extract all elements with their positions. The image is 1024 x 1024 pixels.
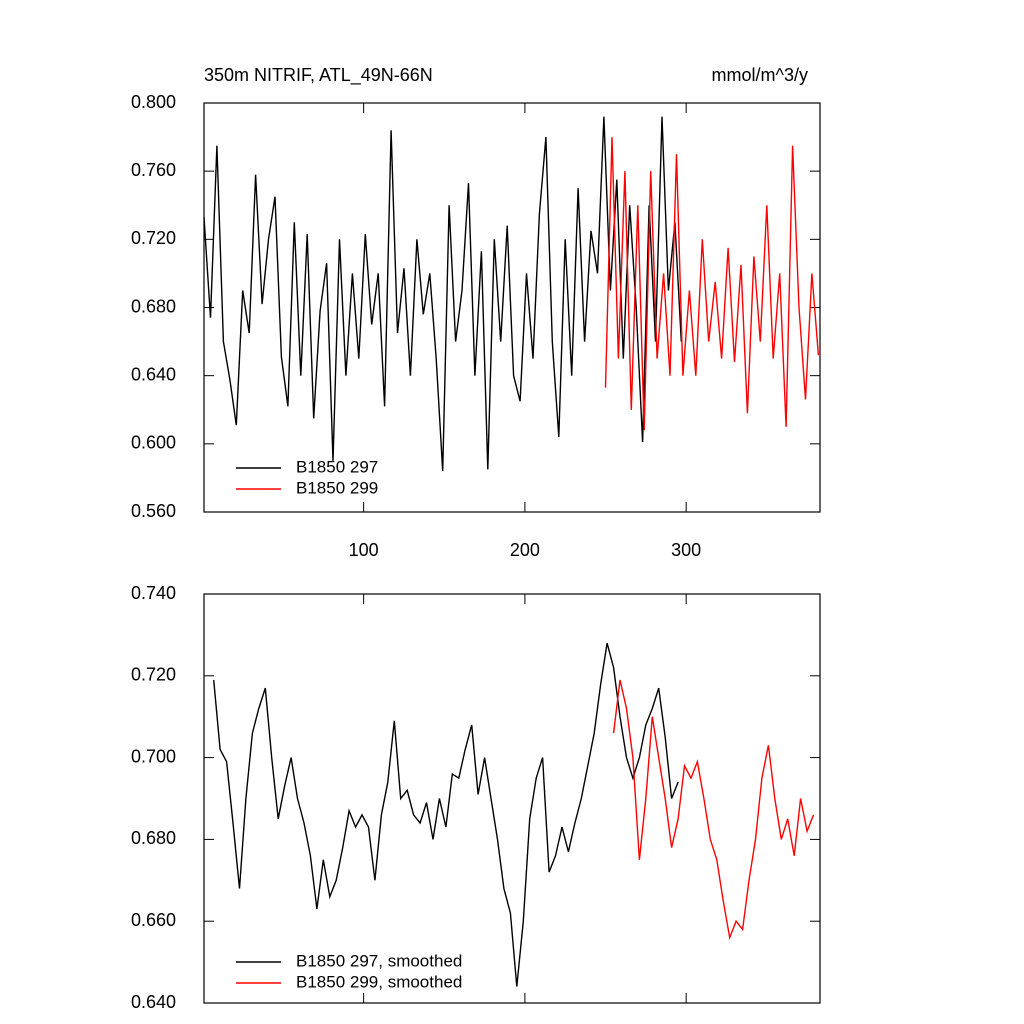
data-line bbox=[213, 642, 679, 987]
y-tick-label: 0.800 bbox=[131, 92, 176, 112]
y-tick-label: 0.600 bbox=[131, 433, 176, 453]
y-tick-label: 0.700 bbox=[131, 746, 176, 766]
x-tick-label: 100 bbox=[349, 540, 379, 560]
units-label: mmol/m^3/y bbox=[712, 65, 808, 85]
plot-frame bbox=[203, 593, 821, 1004]
data-line bbox=[604, 137, 820, 431]
y-tick-label: 0.640 bbox=[131, 364, 176, 384]
legend-label: B1850 299 bbox=[296, 478, 378, 497]
y-tick-label: 0.660 bbox=[131, 910, 176, 930]
data-line bbox=[203, 116, 682, 472]
legend-label: B1850 299, smoothed bbox=[296, 972, 462, 991]
x-tick-label: 200 bbox=[510, 540, 540, 560]
plot-frame bbox=[203, 102, 821, 513]
y-tick-label: 0.680 bbox=[131, 296, 176, 316]
y-tick-label: 0.760 bbox=[131, 160, 176, 180]
y-tick-label: 0.680 bbox=[131, 828, 176, 848]
legend-label: B1850 297, smoothed bbox=[296, 951, 462, 970]
legend-label: B1850 297 bbox=[296, 457, 378, 476]
y-tick-label: 0.720 bbox=[131, 228, 176, 248]
x-tick-label: 300 bbox=[671, 540, 701, 560]
y-tick-label: 0.640 bbox=[131, 992, 176, 1012]
data-line bbox=[612, 679, 815, 941]
y-tick-label: 0.560 bbox=[131, 501, 176, 521]
y-tick-label: 0.740 bbox=[131, 583, 176, 603]
chart-title: 350m NITRIF, ATL_49N-66N bbox=[204, 65, 433, 86]
y-tick-label: 0.720 bbox=[131, 665, 176, 685]
